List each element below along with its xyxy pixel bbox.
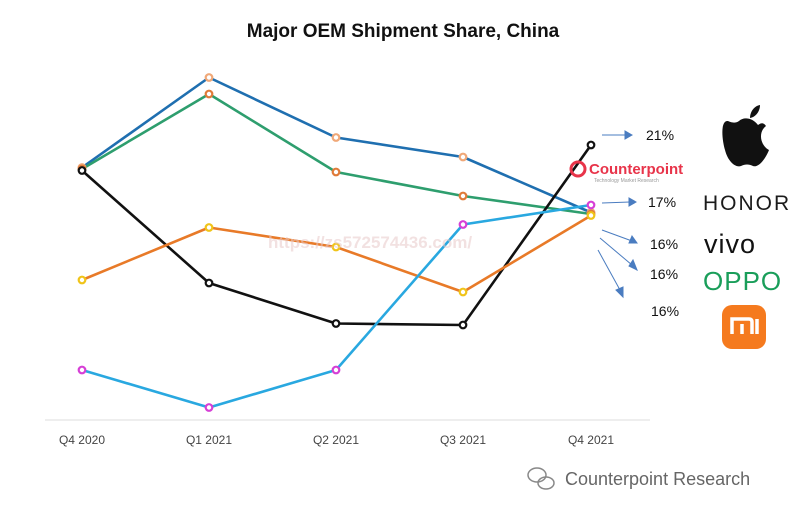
data-point	[458, 152, 468, 162]
arrowhead-16a	[628, 234, 638, 244]
watermark: https://zs572574436.com/	[268, 233, 472, 252]
data-point	[458, 220, 468, 229]
end-label-2: 17%	[648, 194, 676, 210]
mi-logo-icon	[722, 305, 766, 349]
brand-honor: HONOR	[703, 192, 791, 215]
arrowhead-21	[624, 130, 634, 140]
x-tick-label: Q4 2021	[568, 433, 614, 447]
data-point	[331, 133, 341, 142]
data-point	[204, 73, 214, 82]
arrow-16c	[597, 249, 621, 291]
brand-oppo: OPPO	[703, 266, 782, 296]
data-point	[458, 287, 468, 297]
data-point	[77, 166, 87, 175]
footer-wechat-icon	[527, 467, 555, 490]
end-label-1: 21%	[646, 127, 674, 143]
data-point	[204, 223, 214, 232]
counterpoint-logo: Counterpoint Technology Market Research	[569, 160, 683, 184]
arrow-16b	[599, 237, 633, 266]
data-point	[458, 191, 468, 201]
arrowhead-16b	[628, 258, 638, 272]
data-point	[77, 365, 87, 375]
x-axis: Q4 2020 Q1 2021 Q2 2021 Q3 2021 Q4 2021	[59, 433, 614, 447]
counterpoint-logo-sub: Technology Market Research	[594, 178, 659, 184]
data-point	[204, 403, 214, 412]
data-point	[586, 211, 596, 220]
counterpoint-logo-text: Counterpoint	[589, 161, 683, 178]
end-arrows	[597, 130, 638, 299]
x-tick-label: Q4 2020	[59, 433, 105, 447]
data-point	[204, 89, 214, 99]
series-line-0	[81, 76, 592, 214]
apple-logo-icon	[722, 105, 769, 167]
x-tick-label: Q2 2021	[313, 433, 359, 447]
arrow-16a	[601, 229, 633, 242]
end-label-5: 16%	[651, 303, 679, 319]
data-point	[331, 242, 341, 252]
data-point	[586, 200, 596, 210]
data-point	[77, 275, 87, 285]
data-point	[331, 365, 341, 375]
counterpoint-logo-icon	[569, 160, 587, 178]
arrow-17	[601, 201, 631, 204]
data-point	[586, 140, 596, 150]
brand-vivo: vivo	[704, 229, 756, 259]
end-label-3: 16%	[650, 236, 678, 252]
chart-title: Major OEM Shipment Share, China	[247, 21, 560, 42]
data-point	[331, 167, 341, 177]
footer-text: Counterpoint Research	[565, 469, 750, 489]
x-tick-label: Q1 2021	[186, 433, 232, 447]
x-tick-label: Q3 2021	[440, 433, 486, 447]
data-point	[204, 278, 214, 288]
end-label-4: 16%	[650, 266, 678, 282]
data-point	[458, 320, 468, 330]
arrowhead-16c	[615, 286, 624, 299]
markers-group	[77, 73, 596, 412]
data-point	[331, 319, 341, 328]
arrowhead-17	[628, 197, 638, 207]
